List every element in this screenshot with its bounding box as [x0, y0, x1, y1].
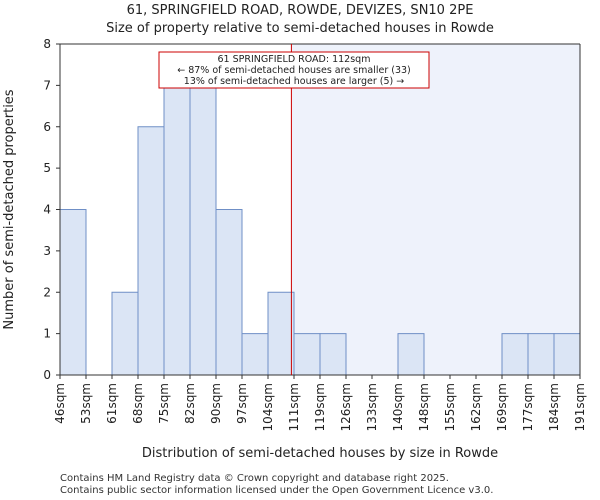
bar-169sqm	[501, 333, 529, 376]
footer-line-1: Contains HM Land Registry data © Crown c…	[60, 473, 449, 484]
x-axis-label: Distribution of semi-detached houses by …	[142, 446, 498, 461]
annotation-line-3: 13% of semi-detached houses are larger (…	[184, 76, 404, 87]
y-tick-label: 5	[43, 161, 51, 175]
chart-title: 61, SPRINGFIELD ROAD, ROWDE, DEVIZES, SN…	[126, 3, 474, 18]
y-tick-label: 2	[43, 285, 51, 299]
x-tick-label: 162sqm	[469, 383, 483, 431]
x-tick-label: 61sqm	[105, 383, 119, 424]
x-tick-label: 97sqm	[235, 383, 249, 424]
bar-177sqm	[527, 333, 555, 376]
y-axis-label: Number of semi-detached properties	[2, 89, 17, 329]
chart-subtitle: Size of property relative to semi-detach…	[106, 21, 494, 36]
bar-119sqm	[319, 333, 347, 376]
bar-46sqm	[59, 209, 87, 376]
bar-90sqm	[215, 209, 243, 376]
y-tick-label: 4	[43, 203, 51, 217]
x-tick-label: 104sqm	[261, 383, 275, 431]
x-tick-label: 169sqm	[495, 383, 509, 431]
x-tick-label: 155sqm	[443, 383, 457, 431]
bars-group	[59, 84, 581, 376]
x-tick-label: 68sqm	[131, 383, 145, 424]
x-tick-label: 82sqm	[183, 383, 197, 424]
annotation-line-2: ← 87% of semi-detached houses are smalle…	[177, 65, 411, 76]
y-tick-label: 7	[43, 78, 51, 92]
x-tick-label: 184sqm	[547, 383, 561, 431]
y-tick-label: 1	[43, 327, 51, 341]
annotation-line-1: 61 SPRINGFIELD ROAD: 112sqm	[218, 54, 371, 65]
x-tick-label: 140sqm	[391, 383, 405, 431]
y-tick-label: 0	[43, 368, 51, 382]
y-tick-label: 3	[43, 244, 51, 258]
x-tick-label: 126sqm	[339, 383, 353, 431]
annotation-box: 61 SPRINGFIELD ROAD: 112sqm← 87% of semi…	[158, 51, 430, 89]
x-tick-label: 75sqm	[157, 383, 171, 424]
bar-82sqm	[189, 84, 217, 376]
x-tick-label: 191sqm	[573, 383, 587, 431]
annotation-frame	[158, 51, 430, 89]
x-tick-label: 46sqm	[53, 383, 67, 424]
bar-75sqm	[163, 84, 191, 376]
x-tick-label: 177sqm	[521, 383, 535, 431]
bar-111sqm	[293, 333, 321, 376]
x-tick-label: 111sqm	[287, 383, 301, 431]
x-tick-label: 119sqm	[313, 383, 327, 431]
axes-group: 0 1 2 3 4 5 6 7 8 46sqm 53sqm 61sqm 68sqm 75sqm 82sqm 9…	[43, 37, 587, 431]
footer-line-2: Contains public sector information licen…	[60, 485, 494, 496]
x-tick-label: 90sqm	[209, 383, 223, 424]
bar-104sqm	[267, 291, 295, 376]
bar-97sqm	[241, 333, 269, 376]
x-tick-label: 148sqm	[417, 383, 431, 431]
y-tick-label: 8	[43, 37, 51, 51]
bar-61sqm	[111, 291, 139, 376]
bar-68sqm	[137, 126, 165, 376]
larger-region-highlight	[291, 44, 580, 375]
y-tick-label: 6	[43, 120, 51, 134]
bar-140sqm	[397, 333, 425, 376]
bar-184sqm	[553, 333, 581, 376]
x-tick-label: 53sqm	[79, 383, 93, 424]
x-tick-label: 133sqm	[365, 383, 379, 431]
